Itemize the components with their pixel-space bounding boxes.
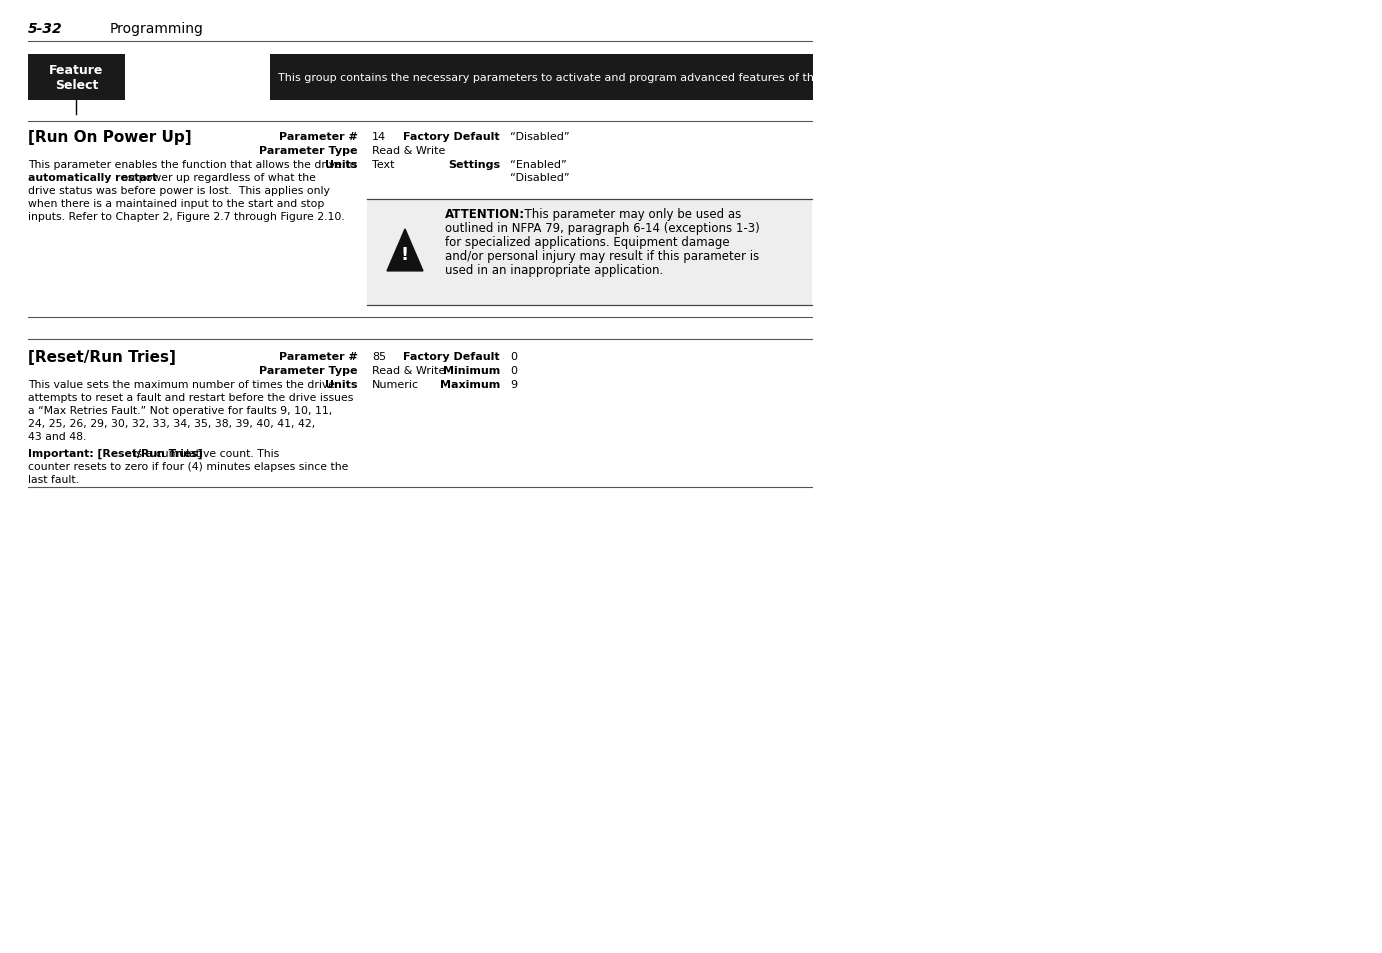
Text: This parameter may only be used as: This parameter may only be used as [517,208,741,221]
Text: 0: 0 [510,366,517,375]
Text: Minimum: Minimum [442,366,500,375]
Text: Settings: Settings [448,160,500,170]
Text: “Disabled”: “Disabled” [510,172,569,183]
Text: Maximum: Maximum [439,379,500,390]
Text: 14: 14 [372,132,386,142]
Text: 5-32: 5-32 [28,22,62,36]
Text: inputs. Refer to Chapter 2, Figure 2.7 through Figure 2.10.: inputs. Refer to Chapter 2, Figure 2.7 t… [28,212,344,222]
Text: on power up regardless of what the: on power up regardless of what the [117,172,316,183]
Text: 85: 85 [372,352,386,361]
Text: for specialized applications. Equipment damage: for specialized applications. Equipment … [445,235,730,249]
Text: Factory Default: Factory Default [404,352,500,361]
Text: Parameter Type: Parameter Type [260,366,358,375]
Text: and/or personal injury may result if this parameter is: and/or personal injury may result if thi… [445,250,759,263]
Text: [Reset/Run Tries]: [Reset/Run Tries] [28,350,176,365]
Text: Units: Units [326,379,358,390]
Text: Units: Units [326,160,358,170]
Text: automatically restart: automatically restart [28,172,158,183]
Text: last fault.: last fault. [28,475,79,484]
Text: 0: 0 [510,352,517,361]
Text: 9: 9 [510,379,517,390]
FancyBboxPatch shape [368,200,813,306]
Text: This parameter enables the function that allows the drive to: This parameter enables the function that… [28,160,357,170]
Text: Factory Default: Factory Default [404,132,500,142]
Text: a “Max Retries Fault.” Not operative for faults 9, 10, 11,: a “Max Retries Fault.” Not operative for… [28,406,332,416]
FancyBboxPatch shape [28,55,124,101]
Text: “Disabled”: “Disabled” [510,132,569,142]
Text: drive status was before power is lost.  This applies only: drive status was before power is lost. T… [28,186,330,195]
Text: Important: [Reset/Run Tries]: Important: [Reset/Run Tries] [28,449,203,458]
Text: Parameter #: Parameter # [279,132,358,142]
Text: Programming: Programming [111,22,205,36]
Text: 43 and 48.: 43 and 48. [28,432,86,441]
Text: Parameter #: Parameter # [279,352,358,361]
Text: Text: Text [372,160,394,170]
Text: Numeric: Numeric [372,379,419,390]
Text: Read & Write: Read & Write [372,366,445,375]
Text: !: ! [401,246,409,264]
Text: is a cumulative count. This: is a cumulative count. This [130,449,279,458]
Text: attempts to reset a fault and restart before the drive issues: attempts to reset a fault and restart be… [28,393,354,402]
Text: This value sets the maximum number of times the drive: This value sets the maximum number of ti… [28,379,334,390]
Text: 24, 25, 26, 29, 30, 32, 33, 34, 35, 38, 39, 40, 41, 42,: 24, 25, 26, 29, 30, 32, 33, 34, 35, 38, … [28,418,315,429]
Polygon shape [387,230,423,272]
Text: when there is a maintained input to the start and stop: when there is a maintained input to the … [28,199,325,209]
Text: Parameter Type: Parameter Type [260,146,358,156]
Text: “Enabled”: “Enabled” [510,160,567,170]
Text: [Run On Power Up]: [Run On Power Up] [28,130,192,145]
Text: This group contains the necessary parameters to activate and program advanced fe: This group contains the necessary parame… [278,73,857,83]
Text: used in an inappropriate application.: used in an inappropriate application. [445,264,663,276]
Text: counter resets to zero if four (4) minutes elapses since the: counter resets to zero if four (4) minut… [28,461,348,472]
Text: outlined in NFPA 79, paragraph 6-14 (exceptions 1-3): outlined in NFPA 79, paragraph 6-14 (exc… [445,222,760,234]
Text: ATTENTION:: ATTENTION: [445,208,525,221]
FancyBboxPatch shape [269,55,813,101]
Text: Feature
Select: Feature Select [50,64,104,91]
Text: Read & Write: Read & Write [372,146,445,156]
